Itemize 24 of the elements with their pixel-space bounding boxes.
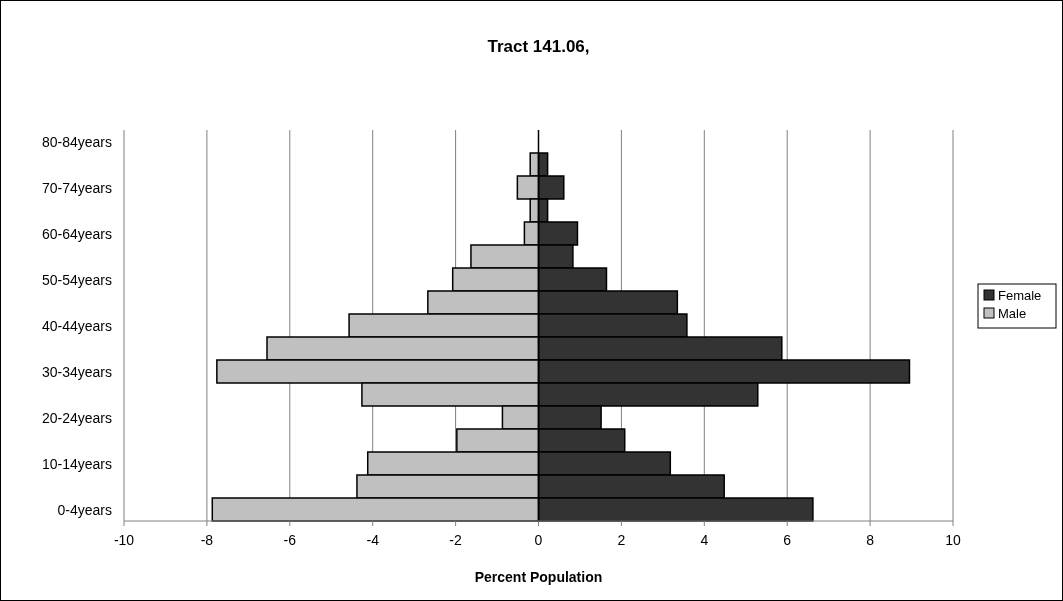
x-tick-label: -2 [449, 532, 463, 548]
x-tick-label: 4 [700, 532, 709, 548]
x-tick-label: -6 [283, 532, 297, 548]
legend-label: Male [998, 306, 1027, 321]
y-tick-label: 60-64years [41, 225, 112, 242]
x-tick-label: -8 [200, 532, 214, 548]
y-tick-label: 0-4years [57, 501, 112, 518]
y-tick-label: 70-74years [41, 179, 112, 196]
x-tick-label: 8 [866, 532, 875, 548]
legend-label: Female [998, 288, 1042, 303]
y-tick-label: 20-24years [41, 409, 112, 426]
y-tick-label: 40-44years [41, 317, 112, 334]
x-tick-label: 0 [534, 532, 543, 548]
y-tick-label: 10-14years [41, 455, 112, 472]
y-tick-label: 50-54years [41, 271, 112, 288]
y-tick-label: 30-34years [41, 363, 112, 380]
x-tick-label: 10 [945, 532, 961, 548]
x-tick-label: 6 [783, 532, 792, 548]
x-tick-label: -4 [366, 532, 380, 548]
y-tick-label: 80-84years [41, 133, 112, 150]
x-tick-label: -10 [113, 532, 135, 548]
x-axis-title: Percent Population [474, 569, 603, 585]
chart-title: Tract 141.06, [487, 37, 590, 56]
x-tick-label: 2 [617, 532, 626, 548]
